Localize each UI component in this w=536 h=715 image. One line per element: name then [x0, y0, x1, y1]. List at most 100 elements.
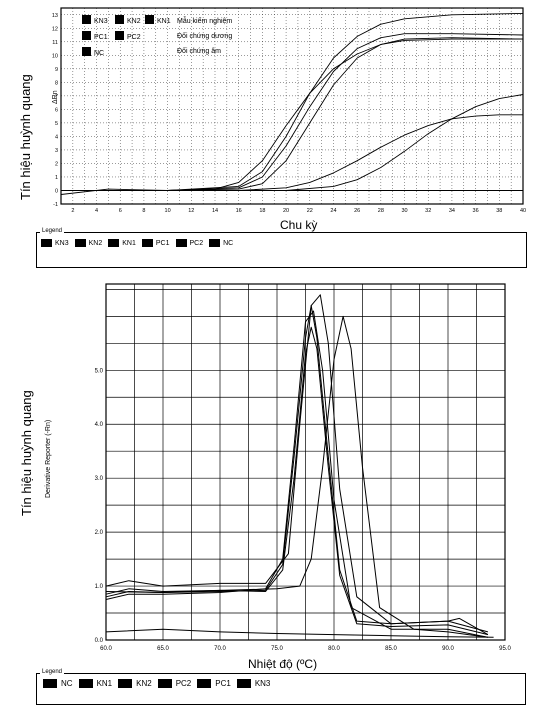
y-tick-label: 6	[55, 107, 58, 113]
legend-swatch	[141, 239, 153, 247]
y-tick-label: 7	[55, 94, 58, 100]
chart1-legend-items: KN3 KN2 KN1 PC1 PC2 NC	[41, 239, 239, 247]
chart2-legend-items: NC KN1 KN2 PC2 PC1 KN3	[43, 679, 276, 688]
inner-legend-group-label: Mẫu kiểm nghiệm	[177, 16, 232, 25]
x-tick-label: 65.0	[157, 646, 169, 652]
series-line-pc2	[105, 315, 488, 638]
y-tick-label: 9	[55, 67, 58, 73]
x-tick-label: 34	[449, 208, 455, 214]
legend-item: PC1	[197, 679, 231, 688]
inner-legend-group-label: Đối chứng âm	[177, 46, 221, 55]
chart2-legend: Legend NC KN1 KN2 PC2 PC1 KN3	[36, 669, 526, 705]
y-tick-label: -1	[53, 202, 58, 208]
legend-swatch	[43, 679, 57, 688]
y-tick-label: 4.0	[95, 422, 104, 428]
inner-legend-swatch	[82, 31, 91, 40]
x-tick-label: 4	[95, 208, 98, 214]
legend-swatch	[175, 239, 187, 247]
y-tick-label: 13	[52, 13, 58, 19]
legend-label: PC1	[215, 679, 231, 688]
legend-item: PC1	[141, 239, 170, 247]
legend-label: KN1	[122, 239, 136, 247]
y-tick-label: 5	[55, 121, 58, 127]
legend-label: KN2	[136, 679, 152, 688]
legend-swatch	[108, 239, 120, 247]
legend-label: PC2	[175, 679, 192, 688]
y-tick-label: 8	[55, 80, 58, 86]
chart2-xlabel: Nhiệt độ (ºC)	[248, 657, 318, 671]
series-line-nc-baseline	[60, 188, 523, 195]
x-tick-label: 38	[496, 208, 502, 214]
x-tick-label: 90.0	[442, 646, 454, 652]
legend-label: KN2	[88, 239, 103, 247]
legend-swatch	[118, 679, 133, 688]
series-line-nc	[105, 628, 494, 638]
legend-swatch	[197, 679, 212, 688]
series-line-nc	[61, 94, 524, 191]
series-line-kn2	[105, 305, 489, 633]
legend-swatch	[236, 679, 251, 688]
x-tick-label: 16	[236, 208, 242, 214]
inner-legend-swatch	[115, 15, 124, 24]
x-tick-label: 18	[259, 208, 265, 214]
legend-swatch	[209, 239, 221, 247]
legend-label: PC1	[155, 239, 170, 247]
plot-frame	[105, 283, 506, 641]
legend-item: NC	[43, 679, 73, 688]
y-tick-label: 5.0	[95, 368, 104, 374]
x-tick-label: 24	[330, 208, 336, 214]
y-tick-label: 1	[55, 175, 58, 181]
legend-item: KN3	[41, 239, 69, 247]
legend-label: KN3	[55, 239, 69, 247]
series-line-kn3	[61, 38, 523, 191]
x-tick-label: 12	[188, 208, 194, 214]
legend-item: KN2	[74, 239, 103, 247]
inner-legend-label: KN3	[94, 18, 108, 25]
legend-label: NC	[61, 679, 73, 688]
x-tick-label: 85.0	[385, 646, 397, 652]
y-tick-label: 12	[52, 26, 58, 32]
plot-frame	[60, 7, 524, 205]
legend-item: KN3	[236, 679, 270, 688]
y-tick-label: 11	[52, 40, 58, 46]
x-tick-label: 26	[354, 208, 360, 214]
y-tick-label: 4	[55, 134, 58, 140]
x-tick-label: 22	[307, 208, 313, 214]
y-tick-label: 10	[52, 53, 58, 59]
legend-label: PC2	[189, 239, 204, 247]
legend-item: NC	[209, 239, 233, 247]
chart2-legend-title: Legend	[40, 669, 65, 675]
x-tick-label: 30	[401, 208, 407, 214]
series-line-kn1	[61, 37, 524, 191]
x-tick-label: 14	[212, 208, 218, 214]
x-tick-label: 20	[283, 208, 289, 214]
inner-legend-label: KN2	[127, 18, 141, 25]
x-tick-label: 28	[378, 208, 384, 214]
legend-label: KN1	[96, 679, 113, 688]
legend-swatch	[41, 239, 52, 247]
legend-swatch	[157, 679, 172, 688]
inner-legend-swatch	[82, 15, 91, 24]
x-tick-label: 32	[425, 208, 431, 214]
series-line-kn2	[61, 33, 524, 191]
inner-legend-group-label: Đối chứng dương	[177, 31, 232, 40]
chart1-legend-title: Legend	[40, 228, 65, 234]
y-tick-label: 3	[55, 148, 58, 154]
x-tick-label: 40	[520, 208, 526, 214]
inner-legend-label: NC	[94, 50, 104, 57]
amplification-chart: 2 4 6 8 10 12 14 16 18 20 22 24 26 28 30 32 34 36 38 40-101…	[52, 7, 526, 214]
y-tick-label: 1.0	[95, 584, 104, 590]
series-line-pc1	[61, 12, 524, 191]
series-line-pc2	[61, 114, 523, 191]
y-tick-label: 0	[55, 188, 58, 194]
legend-item: KN1	[108, 239, 136, 247]
chart1-xlabel: Chu kỳ	[280, 218, 318, 232]
legend-item: PC2	[157, 679, 192, 688]
legend-swatch	[78, 679, 93, 688]
x-tick-label: 8	[142, 208, 145, 214]
legend-item: PC2	[175, 239, 204, 247]
x-tick-label: 6	[119, 208, 122, 214]
melt-curve-chart: 60.0 65.0 70.0 75.0 80.0 85.0 90.0 95.0 0.0 1.0 2.…	[95, 283, 511, 652]
y-tick-label: 2.0	[95, 530, 104, 536]
x-tick-label: 36	[473, 208, 479, 214]
